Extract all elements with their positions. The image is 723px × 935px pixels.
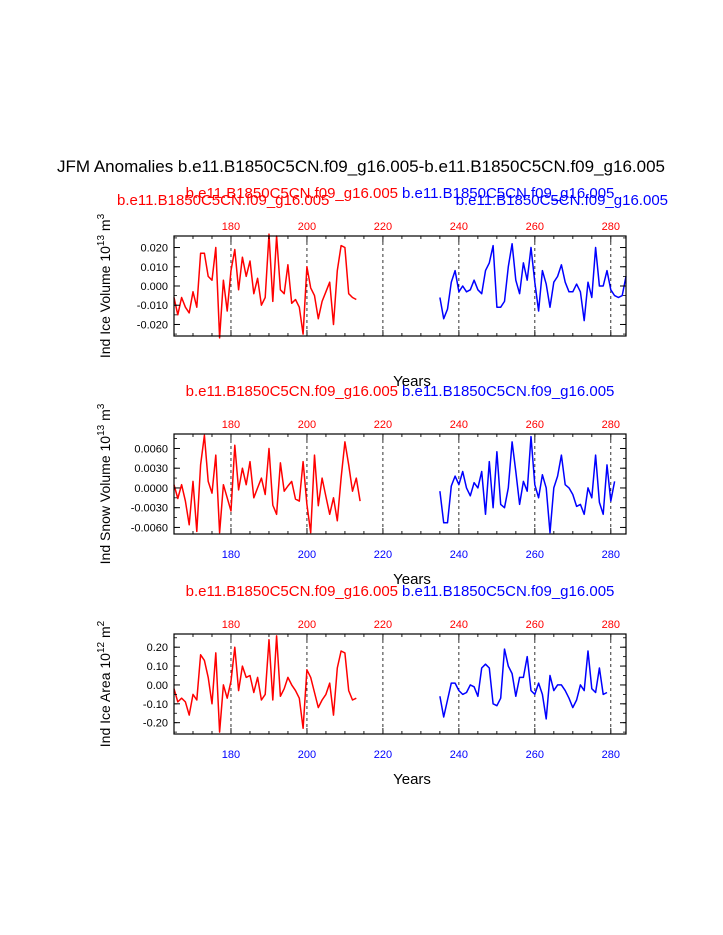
series-line-1 bbox=[173, 233, 357, 339]
main-title: JFM Anomalies b.e11.B1850C5CN.f09_g16.00… bbox=[57, 157, 665, 176]
panel-ind-ice-area: 0.20 0.10 0.00 -0.10 -0.20 180 180 200 200 220 220… bbox=[96, 583, 627, 788]
ytick-label: 0.10 bbox=[147, 661, 168, 673]
case-label-1: b.e11.B1850C5CN.f09_g16.005 bbox=[402, 185, 614, 202]
xtick-bottom-label: 260 bbox=[526, 549, 544, 561]
xtick-bottom-label: 200 bbox=[298, 549, 316, 561]
xtick-bottom-label: 180 bbox=[222, 749, 240, 761]
xtick-top-label: 240 bbox=[450, 619, 468, 631]
case-label-4: b.e11.B1850C5CN.f09_g16.005 bbox=[117, 192, 329, 209]
xtick-top-label: 280 bbox=[602, 221, 620, 233]
xtick-top-label: 260 bbox=[526, 221, 544, 233]
x-axis-label: Years bbox=[393, 571, 431, 588]
xtick-top-label: 220 bbox=[374, 419, 392, 431]
xtick-top-label: 240 bbox=[450, 419, 468, 431]
case-label-2: b.e11.B1850C5CN.f09_g16.005 bbox=[456, 192, 668, 209]
ytick-label: -0.020 bbox=[137, 319, 168, 331]
panel-ind-snow-volume: 0.0060 0.0030 0.0000 -0.0030 -0.0060 180 180 20… bbox=[96, 383, 627, 588]
case-label-1: b.e11.B1850C5CN.f09_g16.005 bbox=[186, 583, 398, 600]
ytick-label: -0.10 bbox=[143, 699, 168, 711]
xtick-bottom-label: 180 bbox=[222, 549, 240, 561]
ytick-label: 0.0060 bbox=[134, 443, 168, 455]
case-label-2: b.e11.B1850C5CN.f09_g16.005 bbox=[402, 383, 614, 400]
xtick-top-label: 220 bbox=[374, 619, 392, 631]
x-axis-label: Years bbox=[393, 771, 431, 788]
xtick-bottom-label: 220 bbox=[374, 749, 392, 761]
xtick-bottom-label: 240 bbox=[450, 549, 468, 561]
xtick-top-label: 200 bbox=[298, 619, 316, 631]
x-axis-label: Years bbox=[393, 373, 431, 390]
ytick-label: 0.000 bbox=[140, 281, 168, 293]
ytick-label: 0.20 bbox=[147, 642, 168, 654]
series-line-1 bbox=[173, 434, 361, 534]
ytick-label: -0.010 bbox=[137, 300, 168, 312]
xtick-top-label: 260 bbox=[526, 619, 544, 631]
xtick-bottom-label: 240 bbox=[450, 749, 468, 761]
case-label-1: b.e11.B1850C5CN.f09_g16.005 bbox=[186, 383, 398, 400]
ytick-label: 0.0000 bbox=[134, 483, 168, 495]
y-axis-label: Ind Snow Volume 1013 m3 bbox=[96, 403, 113, 564]
panels: 0.020 0.010 0.000 -0.010 -0.020 180 200 220 240 2… bbox=[96, 185, 668, 788]
plot-frame bbox=[173, 633, 627, 735]
xtick-top-label: 220 bbox=[374, 221, 392, 233]
y-axis-label: Ind Ice Volume 1013 m3 bbox=[96, 213, 113, 358]
case-label-3: b.e11.B1850C5CN.f09_g16.005 bbox=[186, 185, 398, 202]
series-line-2 bbox=[439, 242, 627, 322]
xtick-top-label: 280 bbox=[602, 619, 620, 631]
xtick-bottom-label: 200 bbox=[298, 749, 316, 761]
xtick-bottom-label: 280 bbox=[602, 549, 620, 561]
ytick-label: 0.010 bbox=[140, 262, 168, 274]
ytick-label: -0.0060 bbox=[131, 522, 168, 534]
xtick-top-label: 200 bbox=[298, 221, 316, 233]
xtick-bottom-label: 280 bbox=[602, 749, 620, 761]
ytick-label: -0.20 bbox=[143, 718, 168, 730]
y-axis-label: Ind Ice Area 1012 m2 bbox=[96, 620, 113, 747]
xtick-top-label: 240 bbox=[450, 221, 468, 233]
xtick-top-label: 180 bbox=[222, 619, 240, 631]
ytick-label: -0.0030 bbox=[131, 503, 168, 515]
xtick-top-label: 180 bbox=[222, 419, 240, 431]
xtick-top-label: 200 bbox=[298, 419, 316, 431]
ytick-label: 0.00 bbox=[147, 680, 168, 692]
case-label-2: b.e11.B1850C5CN.f09_g16.005 bbox=[402, 583, 614, 600]
series-line-2 bbox=[439, 435, 616, 534]
ytick-label: 0.0030 bbox=[134, 463, 168, 475]
plot-frame bbox=[173, 433, 627, 535]
xtick-bottom-label: 220 bbox=[374, 549, 392, 561]
plot-frame bbox=[173, 235, 627, 337]
series-line-1 bbox=[173, 635, 357, 733]
xtick-top-label: 280 bbox=[602, 419, 620, 431]
series-line-2 bbox=[439, 648, 608, 720]
ytick-label: 0.020 bbox=[140, 243, 168, 255]
xtick-top-label: 180 bbox=[222, 221, 240, 233]
panel-ind-ice-volume: 0.020 0.010 0.000 -0.010 -0.020 180 200 220 240 2… bbox=[96, 185, 668, 390]
xtick-top-label: 260 bbox=[526, 419, 544, 431]
xtick-bottom-label: 260 bbox=[526, 749, 544, 761]
